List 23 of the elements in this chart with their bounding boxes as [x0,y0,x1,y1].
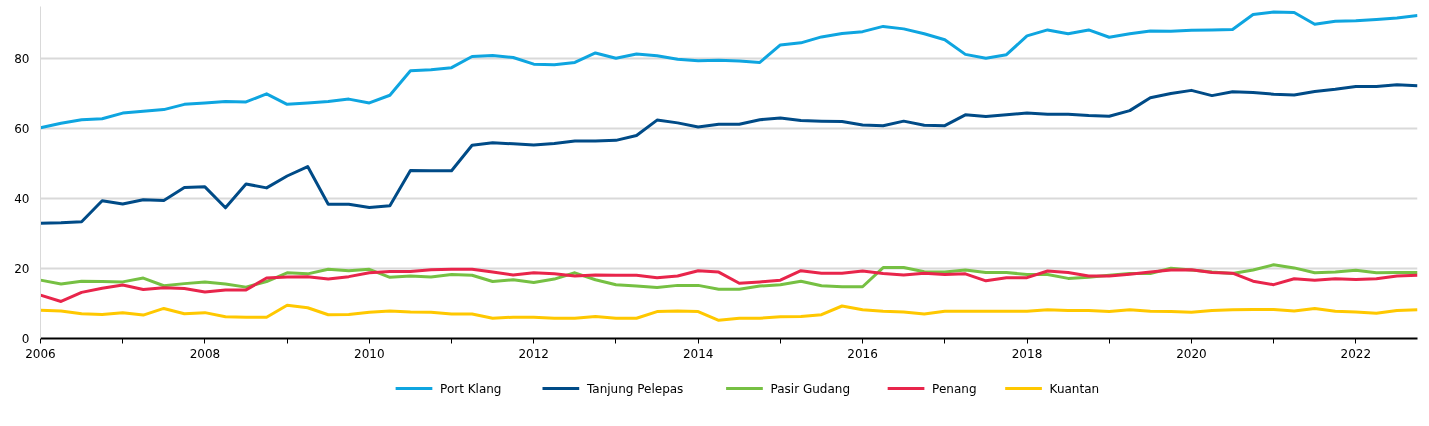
legend-label: Port Klang [440,381,502,396]
y-tick-label: 40 [14,192,30,207]
x-tick-label: 2022 [1340,346,1372,361]
line-series [40,303,1418,322]
x-tick-label: 2020 [1176,346,1207,361]
line-series [40,267,1418,303]
y-tick-label: 80 [14,52,30,67]
legend-label: Tanjung Pelepas [585,381,684,396]
legend-label: Pasir Gudang [770,381,851,396]
x-tick-label: 2010 [354,346,385,361]
x-tick-label: 2006 [25,346,56,361]
x-tick-label: 2008 [189,346,221,361]
line-series [40,10,1418,130]
y-tick-label: 60 [14,122,30,137]
y-tick-label: 0 [21,332,30,346]
x-tick-label: 2014 [682,346,714,361]
y-tick-label: 20 [14,262,30,277]
legend-label: Penang [932,381,977,396]
x-tick-label: 2016 [847,346,878,361]
legend-label: Kuantan [1049,381,1100,396]
x-tick-label: 2012 [518,346,550,361]
x-tick-label: 2018 [1011,346,1043,361]
line-series [40,83,1418,225]
